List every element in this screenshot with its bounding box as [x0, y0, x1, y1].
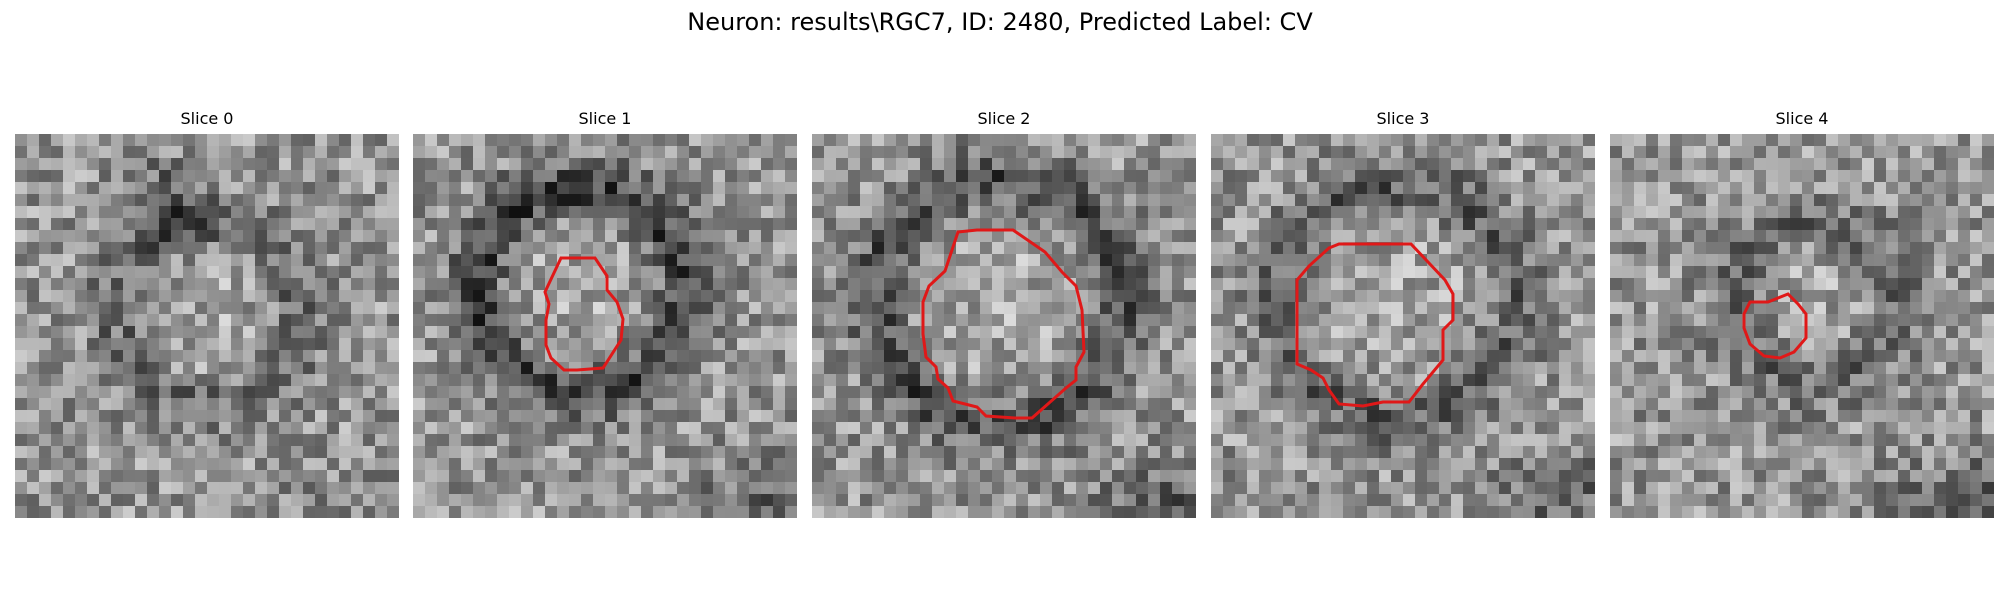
slice-panel-3: Slice 3	[1211, 108, 1595, 518]
cell-contour	[921, 228, 1086, 420]
slice-title: Slice 3	[1376, 109, 1430, 128]
cell-contour	[1742, 292, 1808, 360]
slice-image	[15, 134, 399, 518]
slice-panel-0: Slice 0	[15, 108, 399, 518]
slice-title: Slice 0	[180, 109, 234, 128]
slice-image	[1211, 134, 1595, 518]
cell-contour	[1295, 242, 1455, 408]
slice-image	[812, 134, 1196, 518]
slice-title: Slice 1	[578, 109, 632, 128]
slice-image	[1610, 134, 1994, 518]
slice-panel-2: Slice 2	[812, 108, 1196, 518]
slice-title: Slice 2	[977, 109, 1031, 128]
cell-contour	[543, 256, 625, 372]
figure-title: Neuron: results\RGC7, ID: 2480, Predicte…	[687, 8, 1313, 36]
slice-panel-4: Slice 4	[1610, 108, 1994, 518]
slice-title: Slice 4	[1775, 109, 1829, 128]
slice-panel-1: Slice 1	[413, 108, 797, 518]
slice-image	[413, 134, 797, 518]
